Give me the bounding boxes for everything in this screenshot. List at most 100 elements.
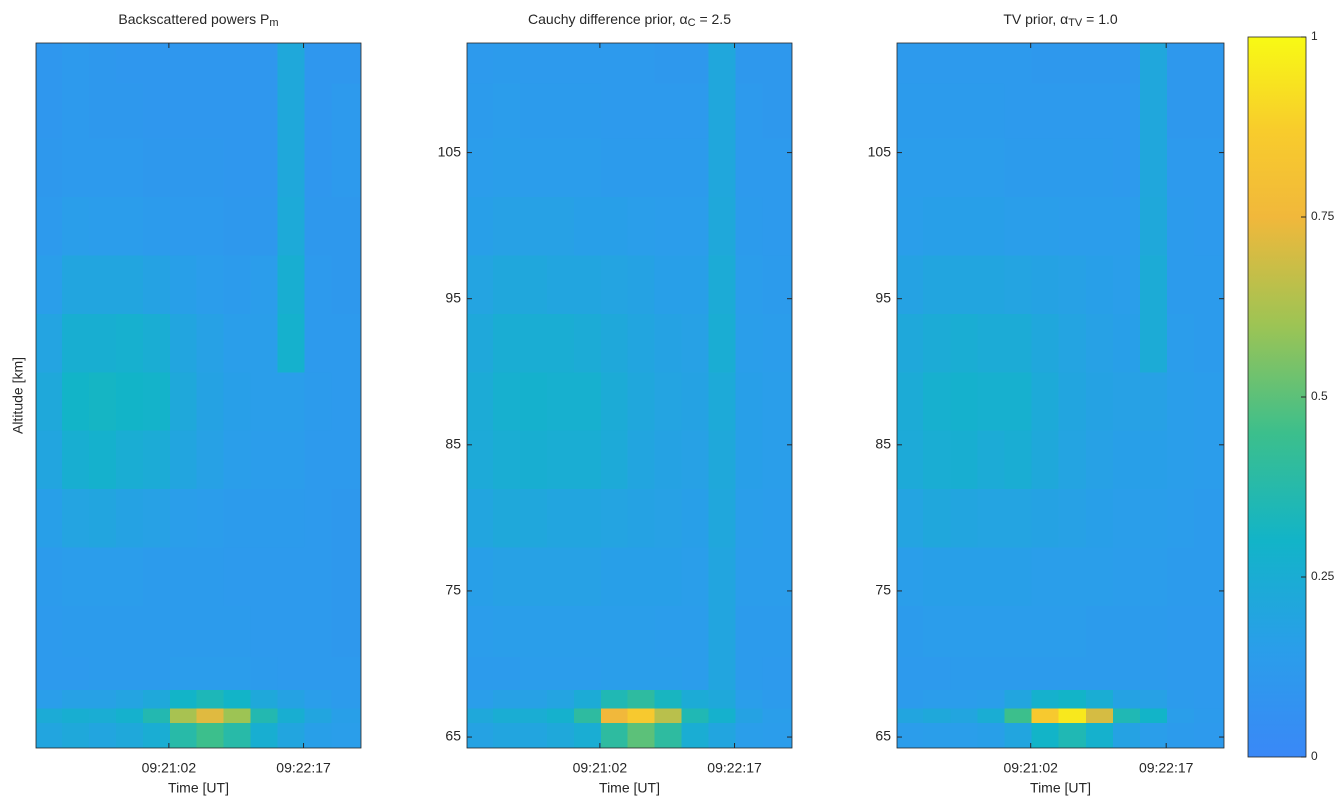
heat-cell xyxy=(493,707,521,723)
heat-cell xyxy=(277,429,306,490)
heat-cell xyxy=(708,254,737,314)
heat-cell xyxy=(600,371,629,431)
axes-box xyxy=(896,42,1225,749)
heat-cell xyxy=(62,488,90,548)
heat-cell xyxy=(977,312,1006,373)
heat-cell xyxy=(654,254,683,314)
heat-cell xyxy=(277,312,306,373)
heat-cell xyxy=(573,429,602,490)
heat-cell xyxy=(250,605,279,658)
heat-cell xyxy=(735,137,763,197)
heat-cell xyxy=(196,371,225,431)
heat-cell xyxy=(331,488,361,548)
heat-cell xyxy=(1194,721,1224,748)
heat-cell xyxy=(950,137,978,197)
heat-cell xyxy=(250,254,279,314)
heat-cell xyxy=(304,195,332,256)
chart-title: TV prior, αTV = 1.0 xyxy=(1003,11,1118,30)
heat-cell xyxy=(223,721,252,748)
heatmap xyxy=(897,43,1224,748)
heat-cell xyxy=(897,137,924,197)
heat-cell xyxy=(1058,707,1087,723)
heat-cell xyxy=(708,43,737,84)
heat-cell xyxy=(600,312,629,373)
heat-cell xyxy=(546,312,575,373)
heat-cell xyxy=(88,429,117,490)
heat-cell xyxy=(519,689,548,709)
heat-cell xyxy=(546,488,575,548)
heat-cell xyxy=(304,707,332,723)
heat-cell xyxy=(1194,312,1224,373)
heat-cell xyxy=(1167,721,1195,748)
heat-cell xyxy=(196,721,225,748)
heat-cell xyxy=(897,312,924,373)
heat-cell xyxy=(735,371,763,431)
heat-cell xyxy=(1194,43,1224,84)
heat-cell xyxy=(467,689,494,709)
heat-cell xyxy=(223,312,252,373)
heat-cell xyxy=(142,689,171,709)
heat-cell xyxy=(923,689,951,709)
heat-cell xyxy=(1194,195,1224,256)
heat-cell xyxy=(115,312,144,373)
title-text: = 1.0 xyxy=(1082,11,1118,27)
heat-cell xyxy=(115,429,144,490)
y-axis-label: Altitude [km] xyxy=(10,357,26,434)
heat-cell xyxy=(142,656,171,691)
heat-cell xyxy=(223,656,252,691)
heat-cell xyxy=(897,82,924,139)
heat-cell xyxy=(1139,371,1168,431)
x-tick-label: 09:22:17 xyxy=(1139,760,1194,776)
heat-cell xyxy=(493,689,521,709)
x-tick-label: 09:22:17 xyxy=(276,760,331,776)
heat-cell xyxy=(467,137,494,197)
heat-cell xyxy=(331,689,361,709)
heat-cell xyxy=(493,656,521,691)
heat-cell xyxy=(1085,689,1114,709)
heat-cell xyxy=(546,605,575,658)
heat-cell xyxy=(467,195,494,256)
heat-cell xyxy=(897,488,924,548)
heat-cell xyxy=(1194,707,1224,723)
heat-cell xyxy=(1194,546,1224,607)
heat-cell xyxy=(762,195,792,256)
heat-cell xyxy=(493,82,521,139)
heat-cell xyxy=(467,546,494,607)
heat-cell xyxy=(169,429,198,490)
heat-cell xyxy=(277,371,306,431)
heat-cell xyxy=(1085,82,1114,139)
heat-cell xyxy=(519,82,548,139)
heat-cell xyxy=(169,605,198,658)
heat-cell xyxy=(573,371,602,431)
heat-cell xyxy=(1194,429,1224,490)
heat-cell xyxy=(1058,137,1087,197)
heat-cell xyxy=(600,195,629,256)
heat-cell xyxy=(735,43,763,84)
heat-cell xyxy=(977,656,1006,691)
heat-cell xyxy=(762,429,792,490)
heat-cell xyxy=(1139,429,1168,490)
heat-cell xyxy=(115,82,144,139)
heat-cell xyxy=(1085,707,1114,723)
heat-cell xyxy=(627,195,656,256)
heat-cell xyxy=(277,689,306,709)
heat-cell xyxy=(196,195,225,256)
heat-cell xyxy=(654,43,683,84)
heat-cell xyxy=(735,488,763,548)
heat-cell xyxy=(681,254,710,314)
colorbar-tick-label: 0.5 xyxy=(1311,389,1328,403)
heat-cell xyxy=(546,43,575,84)
heat-cell xyxy=(546,137,575,197)
heat-cell xyxy=(493,605,521,658)
heat-cell xyxy=(627,488,656,548)
y-tick-label: 85 xyxy=(875,436,891,452)
heat-cell xyxy=(115,195,144,256)
heat-cell xyxy=(897,721,924,748)
heat-cell xyxy=(1139,605,1168,658)
axes-box xyxy=(35,42,362,749)
heat-cell xyxy=(223,82,252,139)
heat-cell xyxy=(950,488,978,548)
heat-cell xyxy=(735,721,763,748)
heat-cell xyxy=(735,82,763,139)
